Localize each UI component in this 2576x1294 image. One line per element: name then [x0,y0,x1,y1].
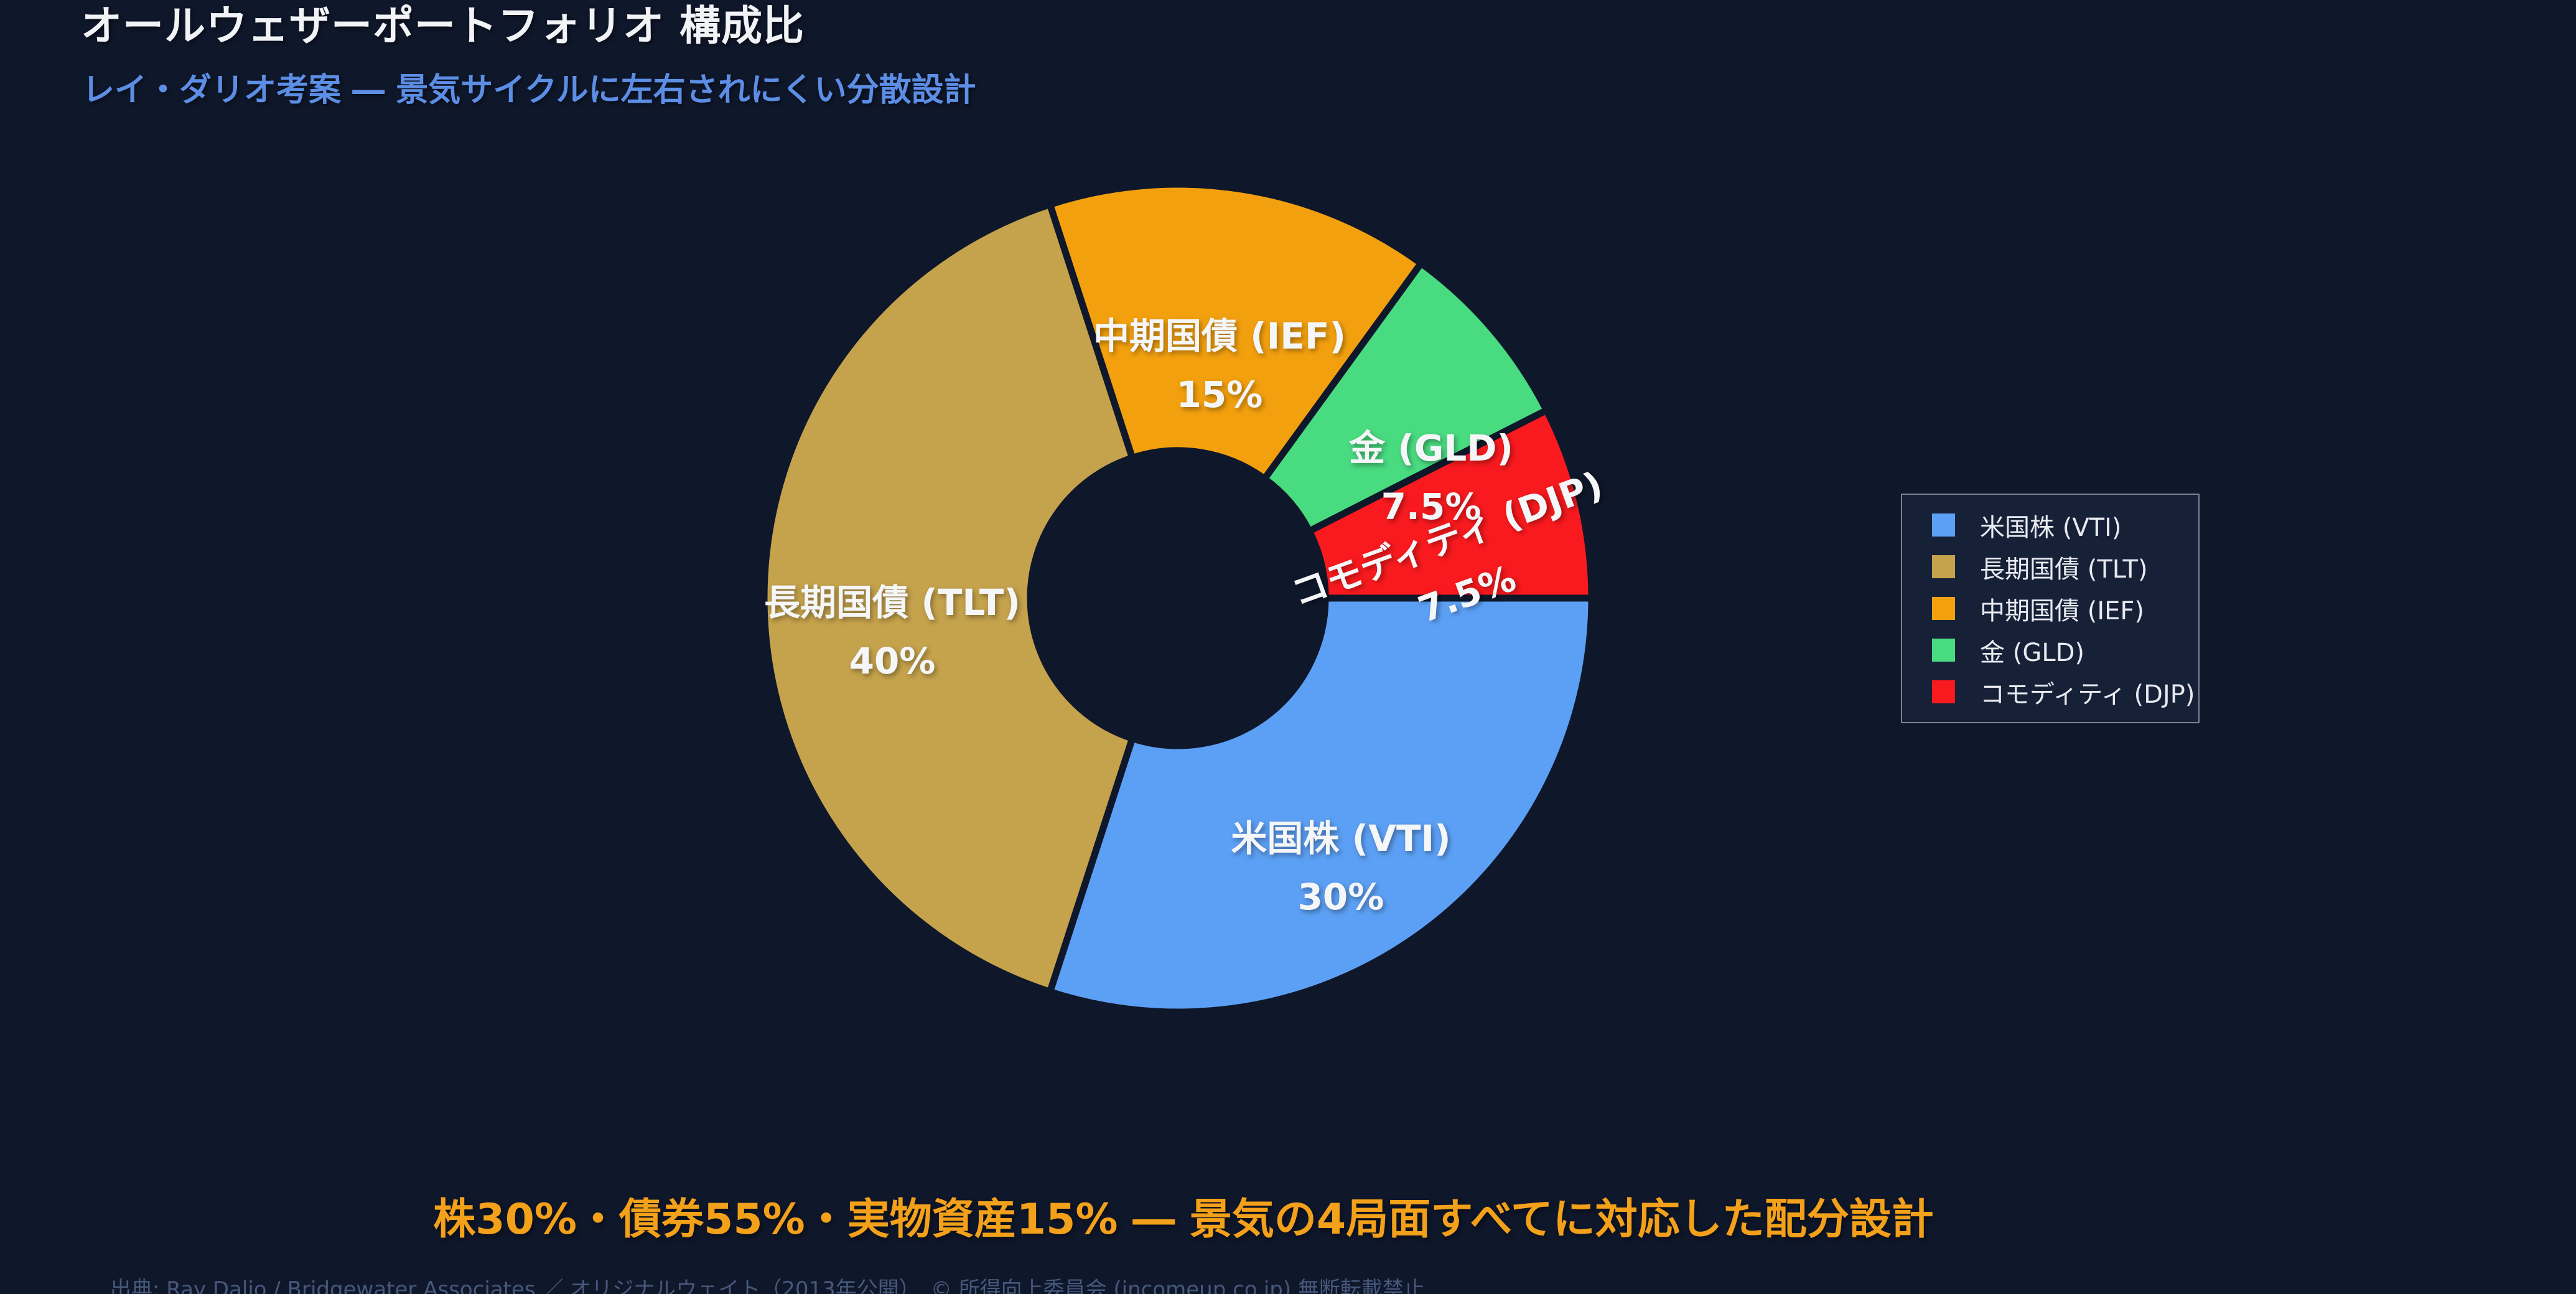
slice-percent: 30% [1297,876,1384,918]
legend-item-2: 中期国債 (IEF) [1932,588,2198,629]
page-title: オールウェザーポートフォリオ 構成比 [81,2,805,50]
summary-caption: 株30%・債券55%・実物資産15% ― 景気の4局面すべてに対応した配分設計 [433,1195,1934,1244]
page-subtitle: レイ・ダリオ考案 ― 景気サイクルに左右されにくい分散設計 [82,72,976,109]
pie-slice-3 [1261,260,1551,535]
slice-label-3: 金 (GLD) 7.5% [1349,420,1513,537]
donut-chart [760,181,1595,1016]
legend-label: 金 (GLD) [1980,638,2085,667]
slice-name: 長期国債 (TLT) [764,581,1020,624]
legend-swatch [1932,513,1955,537]
legend-item-3: 金 (GLD) [1932,629,2198,671]
legend-label: 米国株 (VTI) [1980,513,2122,542]
legend-item-1: 長期国債 (TLT) [1932,546,2198,588]
legend-swatch [1932,555,1955,578]
slice-name: 米国株 (VTI) [1231,817,1451,860]
legend-swatch [1932,680,1955,703]
legend-swatch [1932,597,1955,620]
legend: 米国株 (VTI) 長期国債 (TLT) 中期国債 (IEF) 金 (GLD) コモディ… [1901,494,2200,723]
slice-percent: 7.5% [1381,485,1482,528]
legend-label: 中期国債 (IEF) [1980,596,2145,626]
slice-name: 中期国債 (IEF) [1093,315,1346,358]
slice-label-0: 米国株 (VTI) 30% [1231,810,1450,927]
legend-label: 長期国債 (TLT) [1980,555,2148,584]
slice-label-1: 長期国債 (TLT) 40% [764,574,1020,691]
pie-slice-2 [1047,181,1425,482]
legend-label: コモディティ (DJP) [1980,680,2195,709]
slice-percent: 40% [849,640,936,682]
slice-percent: 15% [1176,373,1263,416]
legend-item-4: コモディティ (DJP) [1932,671,2198,713]
legend-item-0: 米国株 (VTI) [1932,504,2198,546]
source-footer: 出典: Ray Dalio / Bridgewater Associates ／… [110,1277,1425,1294]
slice-label-2: 中期国債 (IEF) 15% [1093,307,1346,424]
pie-slice-1 [760,201,1136,995]
slice-name: 金 (GLD) [1349,427,1513,470]
legend-swatch [1932,639,1955,662]
pie-slice-4 [1305,406,1595,602]
pie-slice-0 [1047,594,1595,1016]
